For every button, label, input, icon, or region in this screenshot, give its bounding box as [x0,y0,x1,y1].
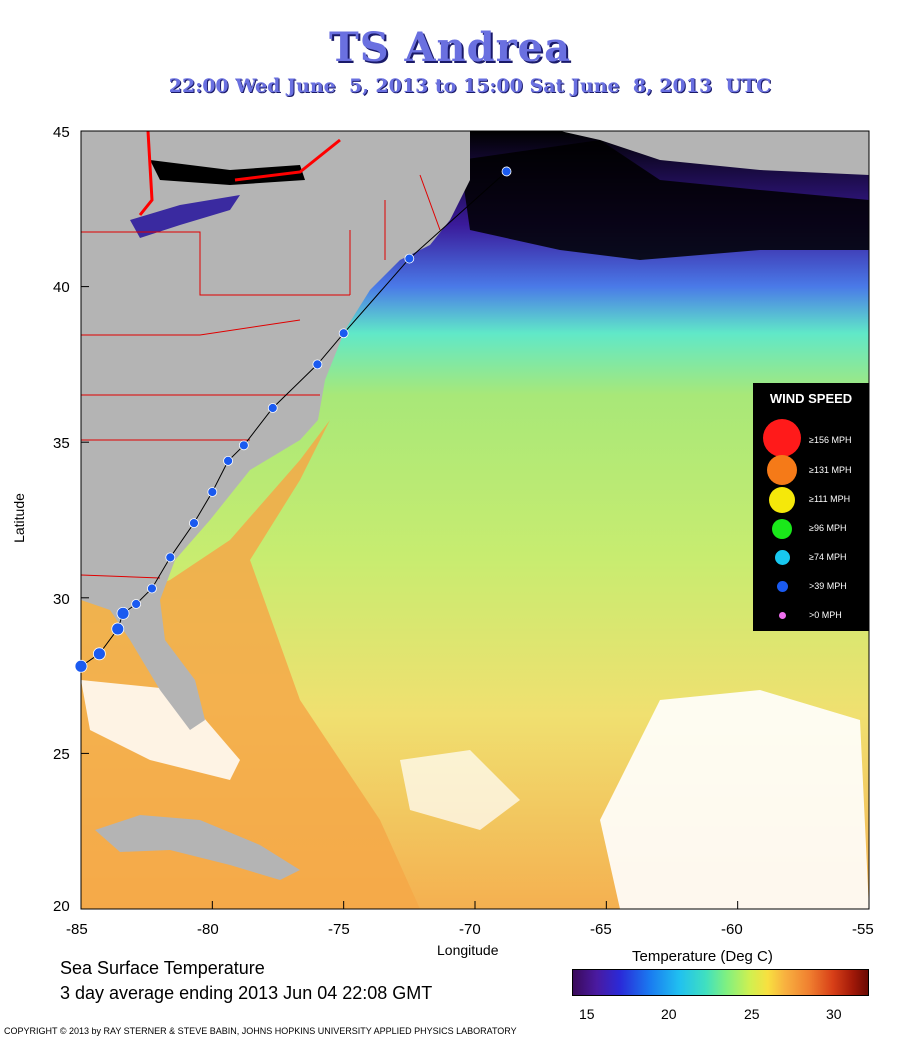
x-tick-minus70: -70 [459,921,481,938]
colorbar-tick-15: 15 [579,1006,595,1022]
legend-item-96: ≥96 MPH [753,519,869,539]
temperature-colorbar [572,969,869,996]
storm-track-point [501,166,512,177]
x-tick-minus55: -55 [852,921,874,938]
x-tick-minus65: -65 [590,921,612,938]
storm-track-point [404,253,415,264]
legend-title: WIND SPEED [769,391,853,406]
copyright-notice: COPYRIGHT © 2013 by RAY STERNER & STEVE … [4,1026,517,1036]
storm-track-point [312,359,323,370]
legend-item-0: >0 MPH [753,606,869,626]
legend-label-96: ≥96 MPH [809,523,847,533]
sst-caption-line1: Sea Surface Temperature [60,958,265,978]
legend-item-131: ≥131 MPH [753,455,869,485]
x-tick-minus75: -75 [328,921,350,938]
y-tick-20: 20 [53,898,70,915]
storm-track-point [223,455,233,466]
legend-label-0: >0 MPH [809,610,842,620]
storm-track-point [92,647,106,661]
legend-item-39: >39 MPH [753,577,869,597]
legend-dot-yellow [769,487,795,513]
colorbar-tick-20: 20 [661,1006,677,1022]
legend-item-156: ≥156 MPH [753,419,869,457]
wind-speed-legend: WIND SPEED ≥156 MPH ≥131 MPH ≥111 MPH ≥9… [753,383,869,631]
map-subtitle: 22:00 Wed June 5, 2013 to 15:00 Sat June… [168,75,772,97]
storm-track-line [80,171,507,667]
x-axis-title: Longitude [437,942,499,958]
y-tick-25: 25 [53,746,70,763]
lake-erie [130,195,240,238]
legend-dot-pink [779,612,786,619]
land-cuba [95,815,300,880]
y-tick-30: 30 [53,591,70,608]
colorbar-tick-30: 30 [826,1006,842,1022]
y-axis-title: Latitude [10,493,27,543]
storm-track-point [116,606,130,620]
y-tick-40: 40 [53,279,70,296]
x-tick-minus85: -85 [66,921,88,938]
storm-track-point [111,622,125,636]
y-tick-35: 35 [53,435,70,452]
colorbar-title: Temperature (Deg C) [632,948,773,965]
political-borders [80,174,441,579]
storm-track-point [267,403,278,413]
legend-item-111: ≥111 MPH [753,487,869,513]
land-north-america [81,131,470,730]
legend-dot-red [763,419,801,457]
legend-dot-blue [777,581,788,592]
cloud-patch-central [400,750,520,830]
warm-coastal-water [81,420,420,909]
land-nova-scotia [560,131,869,175]
us-canada-border [138,130,341,216]
storm-track-point [147,583,157,594]
legend-dot-green [772,519,792,539]
cloud-patch-gulf [81,680,240,780]
colorbar-tick-25: 25 [744,1006,760,1022]
storm-track-point [207,487,218,497]
lake-ontario [150,160,305,185]
legend-label-39: >39 MPH [809,581,847,591]
storm-track-point [189,518,199,529]
storm-track-point [131,599,142,609]
y-tick-45: 45 [53,124,70,141]
legend-label-111: ≥111 MPH [809,494,851,504]
map-plot-area [74,130,870,910]
map-title: TS Andrea [328,24,572,71]
storm-track-point [238,440,249,451]
cloud-patch-southeast [600,690,869,909]
legend-label-156: ≥156 MPH [809,435,852,445]
cold-northern-water [460,140,869,260]
legend-label-131: ≥131 MPH [809,465,852,475]
legend-dot-cyan [775,550,790,565]
legend-item-74: ≥74 MPH [753,548,869,568]
legend-dot-orange [767,455,797,485]
storm-track-point [74,659,88,673]
map-frame [80,130,870,910]
storm-track-points [74,166,512,673]
x-tick-minus60: -60 [721,921,743,938]
storm-track-point [338,328,349,339]
legend-label-74: ≥74 MPH [809,552,847,562]
x-tick-minus80: -80 [197,921,219,938]
sst-caption-line2: 3 day average ending 2013 Jun 04 22:08 G… [60,983,433,1003]
storm-track-point [165,552,176,563]
